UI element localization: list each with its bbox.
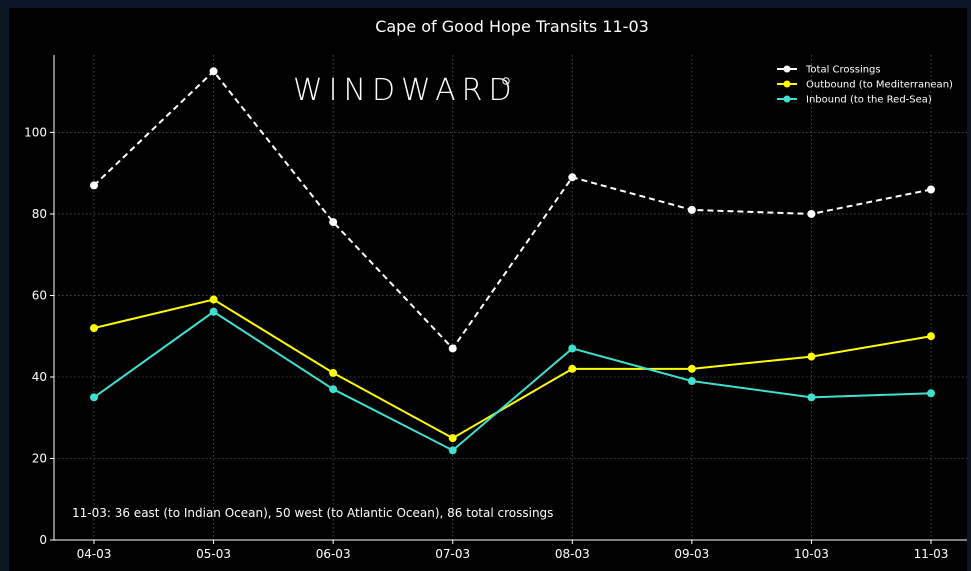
series-2-point — [927, 332, 935, 341]
chart-annotation: 11-03: 36 east (to Indian Ocean), 50 wes… — [72, 506, 553, 520]
series-2-point — [687, 364, 696, 373]
x-tick-label: 06-03 — [316, 547, 351, 561]
series-1-line — [93, 69, 932, 351]
x-tick-label: 05-03 — [196, 547, 231, 561]
axes-layer: 0 20 40 60 80 100 04-03 05-03 06-03 07-03 08-03 09-… — [24, 55, 967, 561]
x-tick-label: 10-03 — [794, 547, 829, 561]
series-2-point — [568, 364, 577, 373]
series-2-point — [807, 352, 816, 361]
chart-background — [9, 8, 967, 571]
series-2-line — [93, 298, 932, 440]
chart-svg: Cape of Good Hope Transits 11-03 WINDWAR… — [9, 8, 967, 571]
windward-watermark: WINDWARD — [293, 73, 518, 108]
series-1-point — [687, 205, 696, 214]
grid-layer — [54, 55, 967, 540]
y-tick-label: 80 — [32, 207, 47, 221]
legend-item-3-swatch-marker — [783, 95, 791, 103]
series-1-point — [568, 173, 577, 182]
y-tick-label: 40 — [32, 370, 47, 384]
legend-item-1-label: Total Crossings — [805, 65, 881, 76]
series-1-point — [329, 218, 338, 227]
series-3-point — [90, 393, 98, 402]
x-tick-label: 08-03 — [555, 547, 590, 561]
chart-title: Cape of Good Hope Transits 11-03 — [375, 17, 649, 36]
y-tick-label: 0 — [39, 533, 47, 547]
y-tick-label: 20 — [32, 451, 47, 465]
x-tick-label: 04-03 — [77, 547, 112, 561]
legend-item-2-swatch-marker — [783, 80, 791, 88]
series-1-point — [927, 185, 935, 194]
series-3-point — [927, 389, 935, 398]
series-1-point — [90, 181, 98, 190]
legend: Total Crossings Outbound (to Mediterranea… — [777, 65, 953, 106]
series-2-point — [90, 324, 98, 333]
series-3-point — [807, 393, 816, 402]
series-1-point — [807, 209, 816, 218]
series-3-point — [448, 446, 457, 455]
series-3-point — [568, 344, 577, 353]
x-tick-label: 11-03 — [914, 547, 949, 561]
series-3-point — [209, 307, 218, 316]
series-3-point — [329, 385, 338, 394]
series-layer — [90, 67, 935, 455]
legend-item-2-label: Outbound (to Mediterranean) — [806, 80, 953, 91]
legend-item-3-label: Inbound (to the Red-Sea) — [806, 95, 932, 106]
y-tick-label: 100 — [24, 125, 47, 139]
series-1-point — [209, 67, 218, 76]
legend-item-1-swatch-marker — [783, 65, 791, 73]
series-2-point — [209, 295, 218, 304]
series-3-line — [93, 310, 932, 452]
y-tick-label: 60 — [32, 288, 47, 302]
series-2-point — [448, 434, 457, 443]
x-tick-label: 09-03 — [674, 547, 709, 561]
series-2-point — [329, 368, 338, 377]
watermark-degree-mark — [502, 77, 510, 85]
series-1-point — [448, 344, 457, 353]
series-3-point — [687, 377, 696, 386]
x-tick-label: 07-03 — [435, 547, 470, 561]
